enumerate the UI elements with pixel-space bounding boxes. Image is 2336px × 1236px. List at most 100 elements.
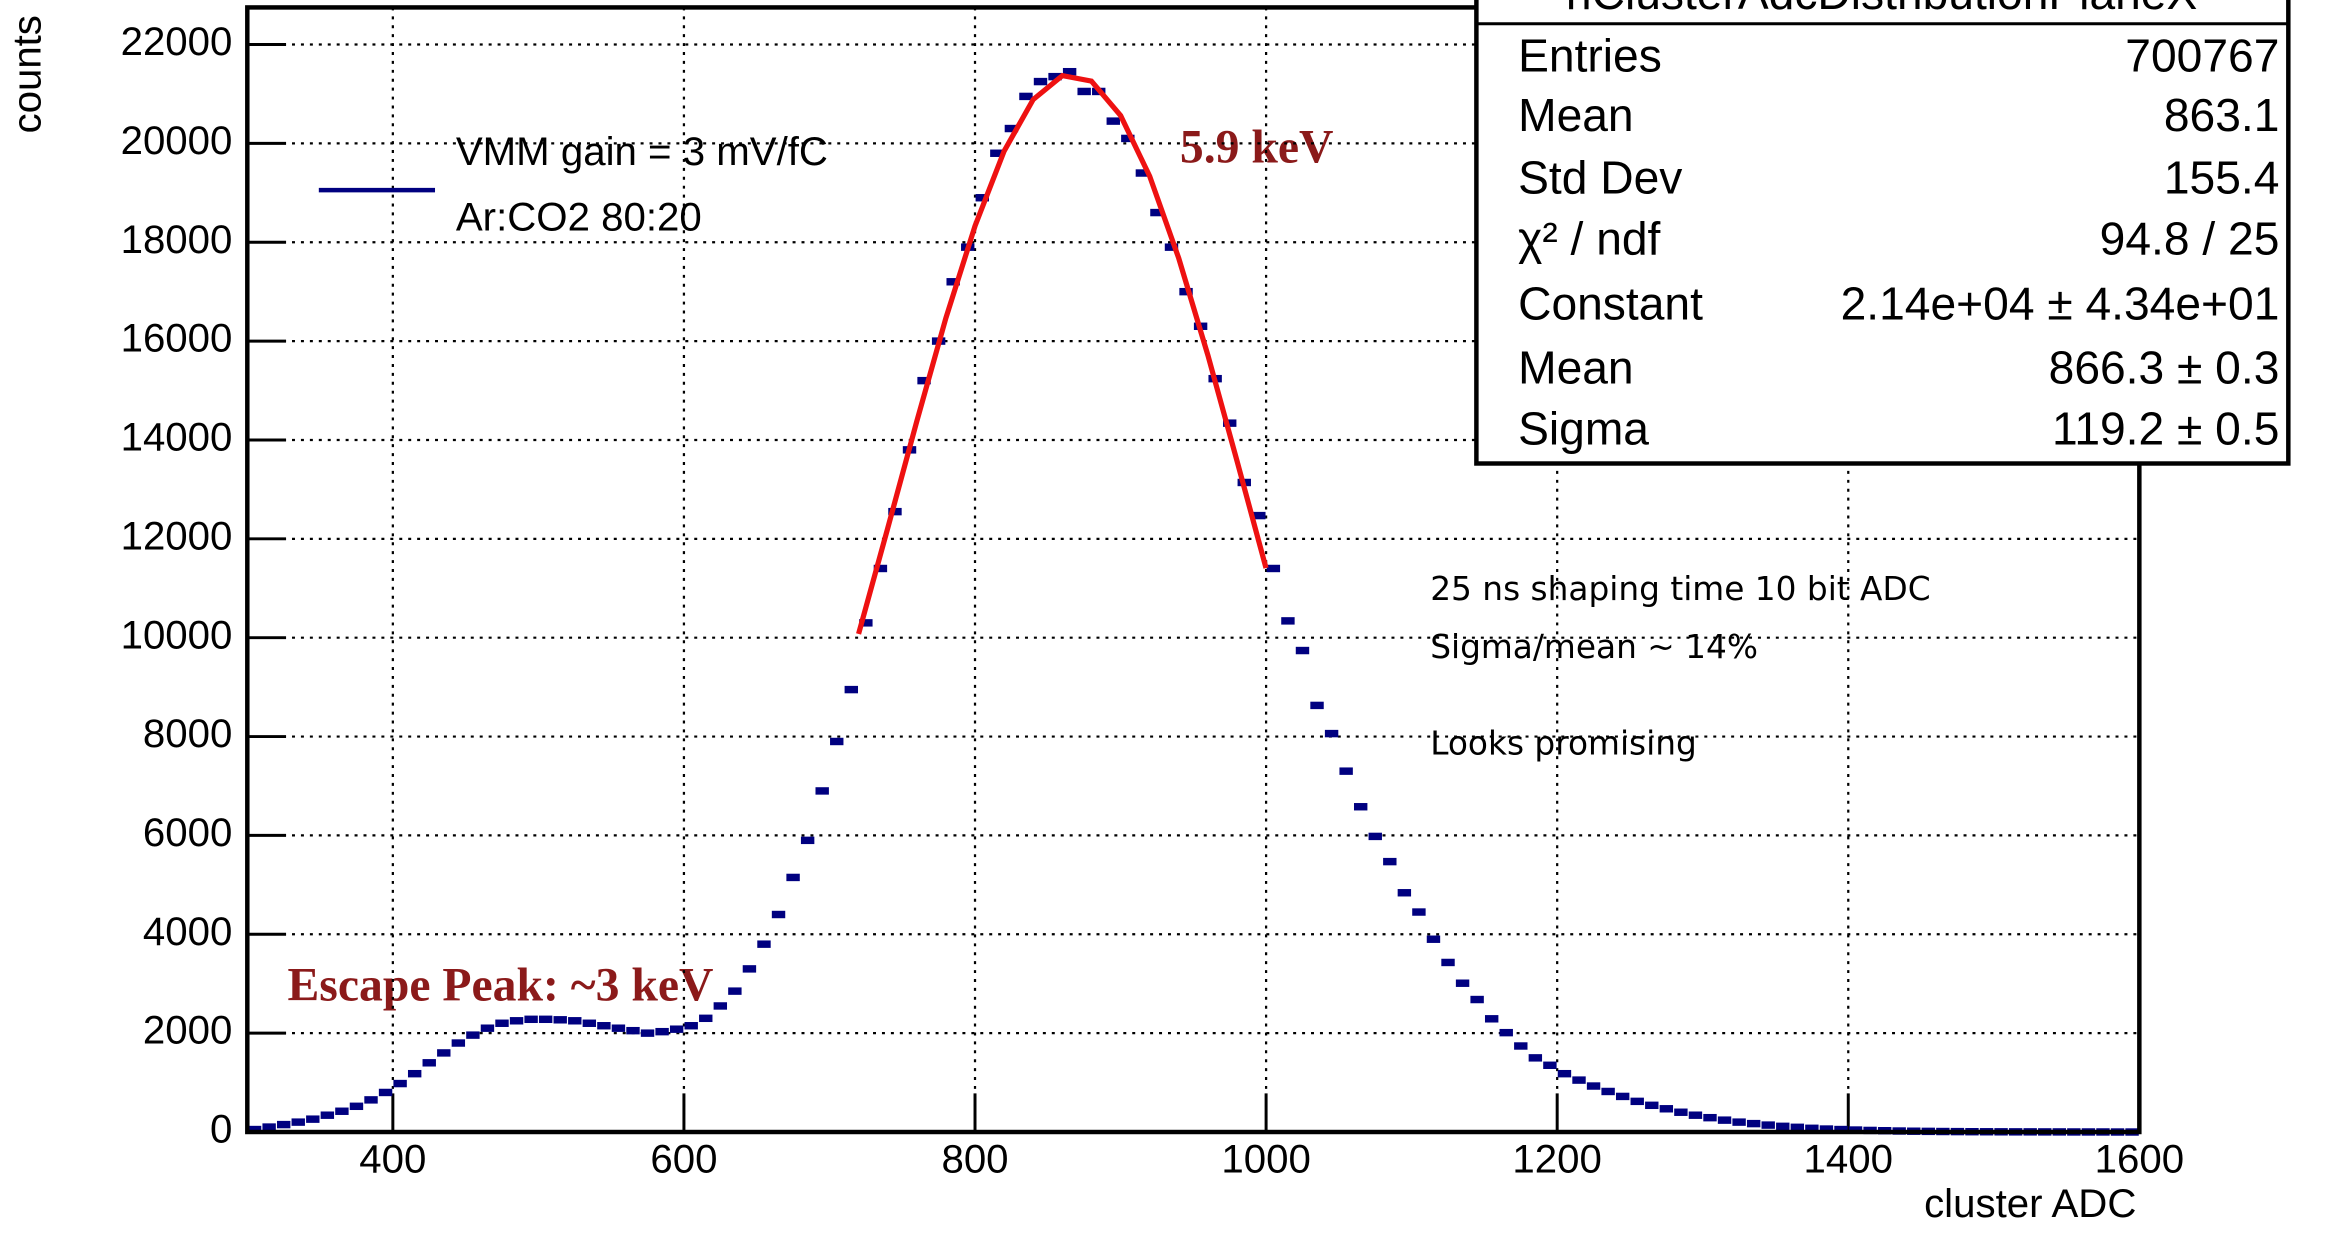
data-point <box>946 278 960 286</box>
data-point <box>1252 511 1266 520</box>
data-point <box>1121 134 1135 143</box>
stats-label: χ² / ndf <box>1518 212 1660 264</box>
data-point <box>1470 995 1484 1004</box>
data-point <box>655 1027 669 1036</box>
y-tick-label: 18000 <box>121 217 233 262</box>
data-point <box>975 194 989 202</box>
data-point <box>713 1002 728 1010</box>
fit-curve <box>856 72 1269 635</box>
data-point <box>1310 701 1324 710</box>
data-point <box>757 940 771 948</box>
data-point <box>1295 646 1310 655</box>
data-point <box>1586 1082 1601 1090</box>
data-point <box>466 1031 480 1039</box>
data-point <box>684 1022 698 1030</box>
data-point <box>495 1019 509 1027</box>
data-point <box>1776 1122 1790 1131</box>
data-point <box>1630 1097 1644 1106</box>
y-tick-label: 0 <box>210 1107 232 1152</box>
data-point <box>1106 117 1120 125</box>
y-tick-label: 14000 <box>121 415 233 460</box>
data-point <box>1455 979 1470 987</box>
data-point <box>728 987 742 995</box>
note: 25 ns shaping time 10 bit ADC <box>1430 570 1930 608</box>
data-point <box>335 1107 349 1115</box>
stats-value: 863.1 <box>2164 89 2280 141</box>
data-point <box>1499 1028 1513 1037</box>
data-point <box>1615 1092 1630 1101</box>
data-point <box>480 1024 495 1032</box>
data-point <box>1004 124 1019 133</box>
data-point <box>1717 1116 1732 1124</box>
data-point <box>1601 1087 1615 1096</box>
data-point <box>699 1014 713 1023</box>
data-point <box>1674 1108 1688 1116</box>
data-point <box>568 1017 582 1025</box>
data-point <box>262 1123 276 1131</box>
data-point <box>1484 1015 1499 1023</box>
note: Sigma/mean ~ 14% <box>1430 628 1758 666</box>
data-point <box>393 1079 407 1088</box>
data-point <box>349 1102 364 1111</box>
x-tick-label: 600 <box>650 1136 717 1181</box>
data-point <box>1077 87 1091 96</box>
data-point <box>1324 729 1339 738</box>
data-point <box>1339 767 1353 775</box>
stats-label: Mean <box>1518 89 1634 141</box>
data-point <box>306 1115 320 1123</box>
data-point <box>538 1015 553 1024</box>
data-point <box>1528 1054 1543 1062</box>
x-tick-label: 1400 <box>1804 1136 1893 1181</box>
stats-value: 2.14e+04 ± 4.34e+01 <box>1841 278 2280 330</box>
y-tick-label: 22000 <box>121 19 233 64</box>
x-axis-label: cluster ADC <box>1924 1181 2136 1226</box>
data-point <box>1033 77 1048 86</box>
stats-value: 866.3 ± 0.3 <box>2049 342 2280 394</box>
data-point <box>1426 935 1441 943</box>
data-point <box>1688 1111 1703 1119</box>
data-point <box>1805 1124 1819 1133</box>
y-tick-label: 2000 <box>143 1008 232 1053</box>
stats-label: Mean <box>1518 342 1634 394</box>
legend-label: VMM gain = 3 mV/fC <box>456 129 828 174</box>
x-tick-label: 400 <box>359 1136 426 1181</box>
data-point <box>1412 908 1426 916</box>
stats-title: hClusterAdcDistributionPlaneX <box>1566 0 2197 19</box>
data-point <box>742 965 757 973</box>
data-point <box>1645 1101 1659 1110</box>
data-point <box>582 1019 597 1027</box>
x-tick-label: 1600 <box>2095 1136 2184 1181</box>
data-point <box>1150 208 1164 217</box>
data-point <box>1353 803 1368 811</box>
data-point <box>509 1017 524 1025</box>
data-point <box>1572 1076 1586 1084</box>
data-point <box>1746 1119 1761 1128</box>
data-point <box>378 1088 393 1097</box>
data-point <box>771 910 786 919</box>
data-point <box>1135 169 1150 177</box>
data-point <box>1557 1069 1572 1078</box>
data-point <box>1048 72 1062 81</box>
x-tick-label: 800 <box>941 1136 1008 1181</box>
y-tick-label: 20000 <box>121 118 233 163</box>
data-point <box>815 787 829 795</box>
data-point <box>626 1026 640 1035</box>
data-point <box>1659 1105 1674 1113</box>
stats-label: Std Dev <box>1518 151 1682 203</box>
y-axis-label: counts <box>4 15 49 133</box>
data-point <box>1062 67 1077 76</box>
data-point <box>888 507 902 516</box>
y-tick-label: 10000 <box>121 612 233 657</box>
data-point <box>422 1059 436 1067</box>
data-point <box>291 1118 305 1126</box>
data-point <box>844 685 859 694</box>
x-tick-label: 1000 <box>1221 1136 1310 1181</box>
data-point <box>276 1120 291 1129</box>
stats-value: 700767 <box>2125 30 2279 82</box>
stats-value: 119.2 ± 0.5 <box>2052 403 2279 455</box>
data-point <box>1732 1118 1746 1126</box>
stats-label: Entries <box>1518 30 1662 82</box>
data-point <box>1441 958 1455 967</box>
